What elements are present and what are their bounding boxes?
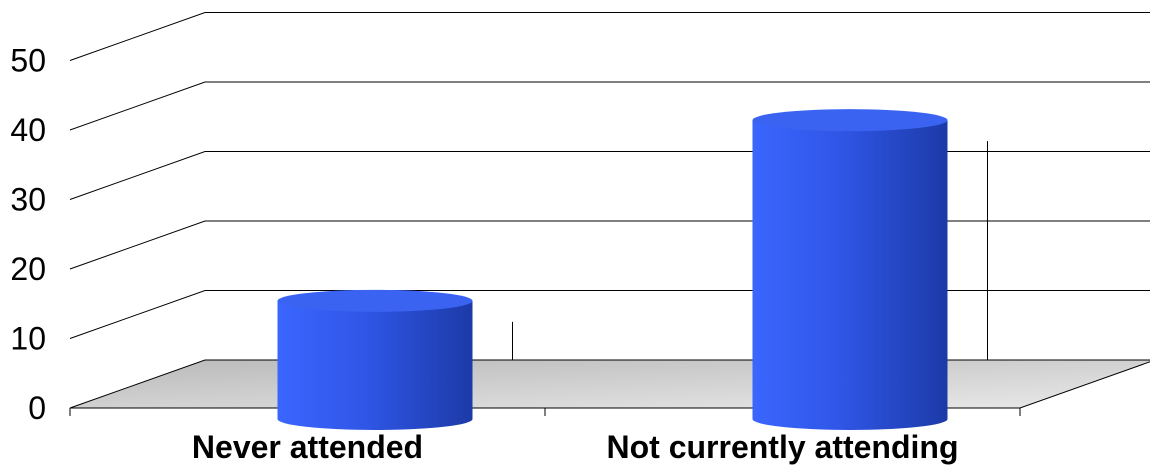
labels: 0 10 20 30 40 50 Never attended Not currently a… bbox=[10, 43, 958, 466]
gridline-50 bbox=[69, 12, 1150, 61]
y-tick-label: 40 bbox=[10, 112, 46, 148]
x-category-label: Not currently attending bbox=[606, 429, 958, 465]
floor bbox=[69, 359, 1150, 409]
bar-body bbox=[752, 120, 948, 431]
y-tick-label: 30 bbox=[10, 182, 46, 218]
bars bbox=[277, 109, 988, 431]
bar-cap bbox=[752, 109, 948, 132]
floor-layer bbox=[69, 359, 1150, 416]
gridline-40 bbox=[69, 81, 1150, 131]
y-tick-label: 0 bbox=[28, 390, 46, 426]
y-tick-label: 10 bbox=[10, 321, 46, 357]
bar-0 bbox=[277, 289, 513, 431]
bar-1 bbox=[752, 109, 988, 431]
bar-body bbox=[277, 300, 473, 431]
bar-cap bbox=[277, 289, 473, 312]
y-tick-label: 20 bbox=[10, 251, 46, 287]
y-tick-label: 50 bbox=[10, 43, 46, 79]
x-category-label: Never attended bbox=[192, 429, 423, 465]
